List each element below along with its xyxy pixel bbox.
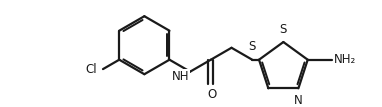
Text: NH: NH: [172, 70, 189, 83]
Text: O: O: [207, 88, 216, 101]
Text: Cl: Cl: [86, 63, 97, 76]
Text: NH₂: NH₂: [334, 53, 356, 66]
Text: S: S: [249, 40, 256, 53]
Text: S: S: [280, 23, 287, 36]
Text: N: N: [294, 94, 303, 107]
